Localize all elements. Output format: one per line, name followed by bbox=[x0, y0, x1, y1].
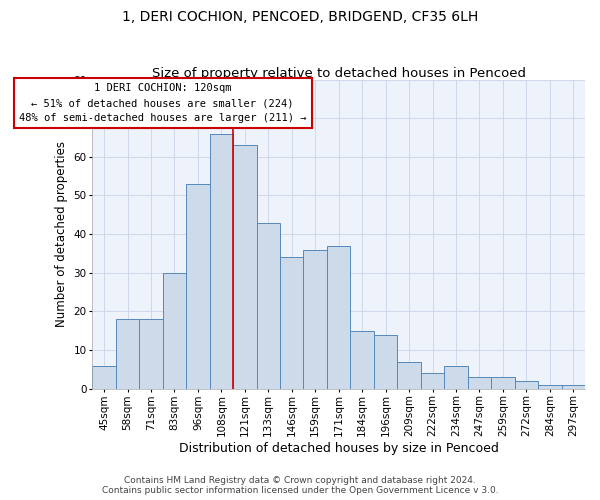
Text: 1, DERI COCHION, PENCOED, BRIDGEND, CF35 6LH: 1, DERI COCHION, PENCOED, BRIDGEND, CF35… bbox=[122, 10, 478, 24]
Bar bbox=[562, 385, 585, 389]
Bar bbox=[397, 362, 421, 389]
Bar bbox=[374, 334, 397, 389]
Bar bbox=[116, 319, 139, 389]
Bar bbox=[163, 273, 186, 389]
Y-axis label: Number of detached properties: Number of detached properties bbox=[55, 141, 68, 327]
Text: 1 DERI COCHION: 120sqm
← 51% of detached houses are smaller (224)
48% of semi-de: 1 DERI COCHION: 120sqm ← 51% of detached… bbox=[19, 84, 307, 123]
Bar bbox=[350, 331, 374, 389]
Bar bbox=[467, 377, 491, 389]
Bar bbox=[92, 366, 116, 389]
Bar bbox=[327, 246, 350, 389]
Bar bbox=[491, 377, 515, 389]
Bar bbox=[209, 134, 233, 389]
Bar bbox=[538, 385, 562, 389]
Bar bbox=[257, 222, 280, 389]
Text: Contains HM Land Registry data © Crown copyright and database right 2024.
Contai: Contains HM Land Registry data © Crown c… bbox=[101, 476, 499, 495]
Bar bbox=[280, 258, 304, 389]
Bar bbox=[421, 374, 444, 389]
Title: Size of property relative to detached houses in Pencoed: Size of property relative to detached ho… bbox=[152, 66, 526, 80]
Bar bbox=[186, 184, 209, 389]
Bar bbox=[304, 250, 327, 389]
X-axis label: Distribution of detached houses by size in Pencoed: Distribution of detached houses by size … bbox=[179, 442, 499, 455]
Bar bbox=[233, 145, 257, 389]
Bar bbox=[444, 366, 467, 389]
Bar bbox=[515, 381, 538, 389]
Bar bbox=[139, 319, 163, 389]
